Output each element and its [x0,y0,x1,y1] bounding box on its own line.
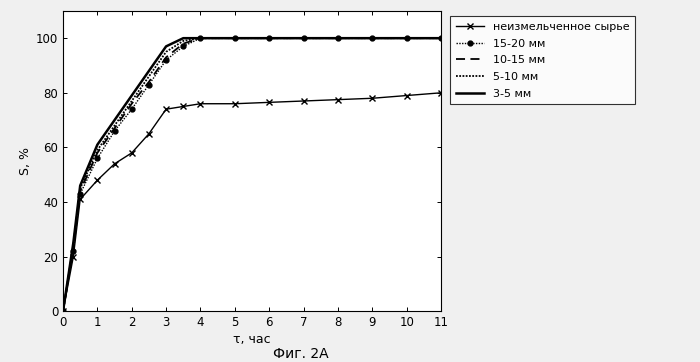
15-20 мм [127,107,136,111]
15-20 мм [265,36,274,40]
10-15 мм [179,42,188,46]
5-10 мм [265,36,274,40]
15-20 мм [162,58,170,62]
неизмельченное сырье [230,102,239,106]
5-10 мм [69,244,78,248]
неизмельченное сырье [368,96,377,100]
3-5 мм [368,36,377,40]
5-10 мм [145,74,153,79]
5-10 мм [402,36,411,40]
5-10 мм [127,99,136,103]
10-15 мм [59,309,67,313]
10-15 мм [300,36,308,40]
X-axis label: τ, час: τ, час [233,333,271,346]
5-10 мм [300,36,308,40]
15-20 мм [76,192,85,196]
3-5 мм [93,143,102,147]
15-20 мм [59,309,67,313]
15-20 мм [300,36,308,40]
3-5 мм [69,241,78,245]
15-20 мм [69,249,78,253]
неизмельченное сырье [59,309,67,313]
неизмельченное сырье [76,197,85,202]
10-15 мм [196,36,204,40]
неизмельченное сырье [69,254,78,259]
Y-axis label: S, %: S, % [19,147,32,175]
15-20 мм [145,83,153,87]
5-10 мм [76,186,85,190]
3-5 мм [179,36,188,40]
неизмельченное сырье [300,99,308,103]
15-20 мм [368,36,377,40]
3-5 мм [145,69,153,73]
3-5 мм [334,36,342,40]
неизмельченное сырье [93,178,102,182]
3-5 мм [265,36,274,40]
10-15 мм [111,126,119,130]
10-15 мм [368,36,377,40]
3-5 мм [230,36,239,40]
Line: 10-15 мм: 10-15 мм [63,38,441,311]
10-15 мм [230,36,239,40]
3-5 мм [402,36,411,40]
10-15 мм [69,246,78,251]
неизмельченное сырье [111,162,119,166]
15-20 мм [179,44,188,49]
Line: 5-10 мм: 5-10 мм [63,38,441,311]
Line: неизмельченное сырье: неизмельченное сырье [60,89,445,315]
3-5 мм [162,44,170,49]
3-5 мм [437,36,445,40]
15-20 мм [230,36,239,40]
10-15 мм [76,189,85,193]
5-10 мм [230,36,239,40]
3-5 мм [76,184,85,188]
Legend: неизмельченное сырье, 15-20 мм, 10-15 мм, 5-10 мм, 3-5 мм: неизмельченное сырье, 15-20 мм, 10-15 мм… [450,16,635,104]
неизмельченное сырье [127,151,136,155]
5-10 мм [196,36,204,40]
10-15 мм [93,151,102,155]
15-20 мм [334,36,342,40]
Line: 15-20 мм: 15-20 мм [61,36,443,314]
5-10 мм [162,50,170,54]
5-10 мм [179,39,188,43]
10-15 мм [437,36,445,40]
Line: 3-5 мм: 3-5 мм [63,38,441,311]
10-15 мм [334,36,342,40]
5-10 мм [111,123,119,128]
10-15 мм [265,36,274,40]
неизмельченное сырье [162,107,170,111]
3-5 мм [59,309,67,313]
5-10 мм [368,36,377,40]
3-5 мм [196,36,204,40]
5-10 мм [59,309,67,313]
Text: Фиг. 2A: Фиг. 2A [273,348,329,361]
неизмельченное сырье [402,93,411,98]
15-20 мм [111,129,119,133]
неизмельченное сырье [179,104,188,109]
15-20 мм [196,36,204,40]
3-5 мм [127,93,136,98]
неизмельченное сырье [437,90,445,95]
3-5 мм [300,36,308,40]
15-20 мм [93,156,102,160]
неизмельченное сырье [196,102,204,106]
10-15 мм [145,80,153,84]
5-10 мм [93,148,102,152]
3-5 мм [111,118,119,122]
неизмельченное сырье [334,97,342,102]
15-20 мм [437,36,445,40]
10-15 мм [127,102,136,106]
неизмельченное сырье [145,132,153,136]
10-15 мм [162,55,170,59]
10-15 мм [402,36,411,40]
5-10 мм [437,36,445,40]
5-10 мм [334,36,342,40]
15-20 мм [402,36,411,40]
неизмельченное сырье [265,100,274,105]
